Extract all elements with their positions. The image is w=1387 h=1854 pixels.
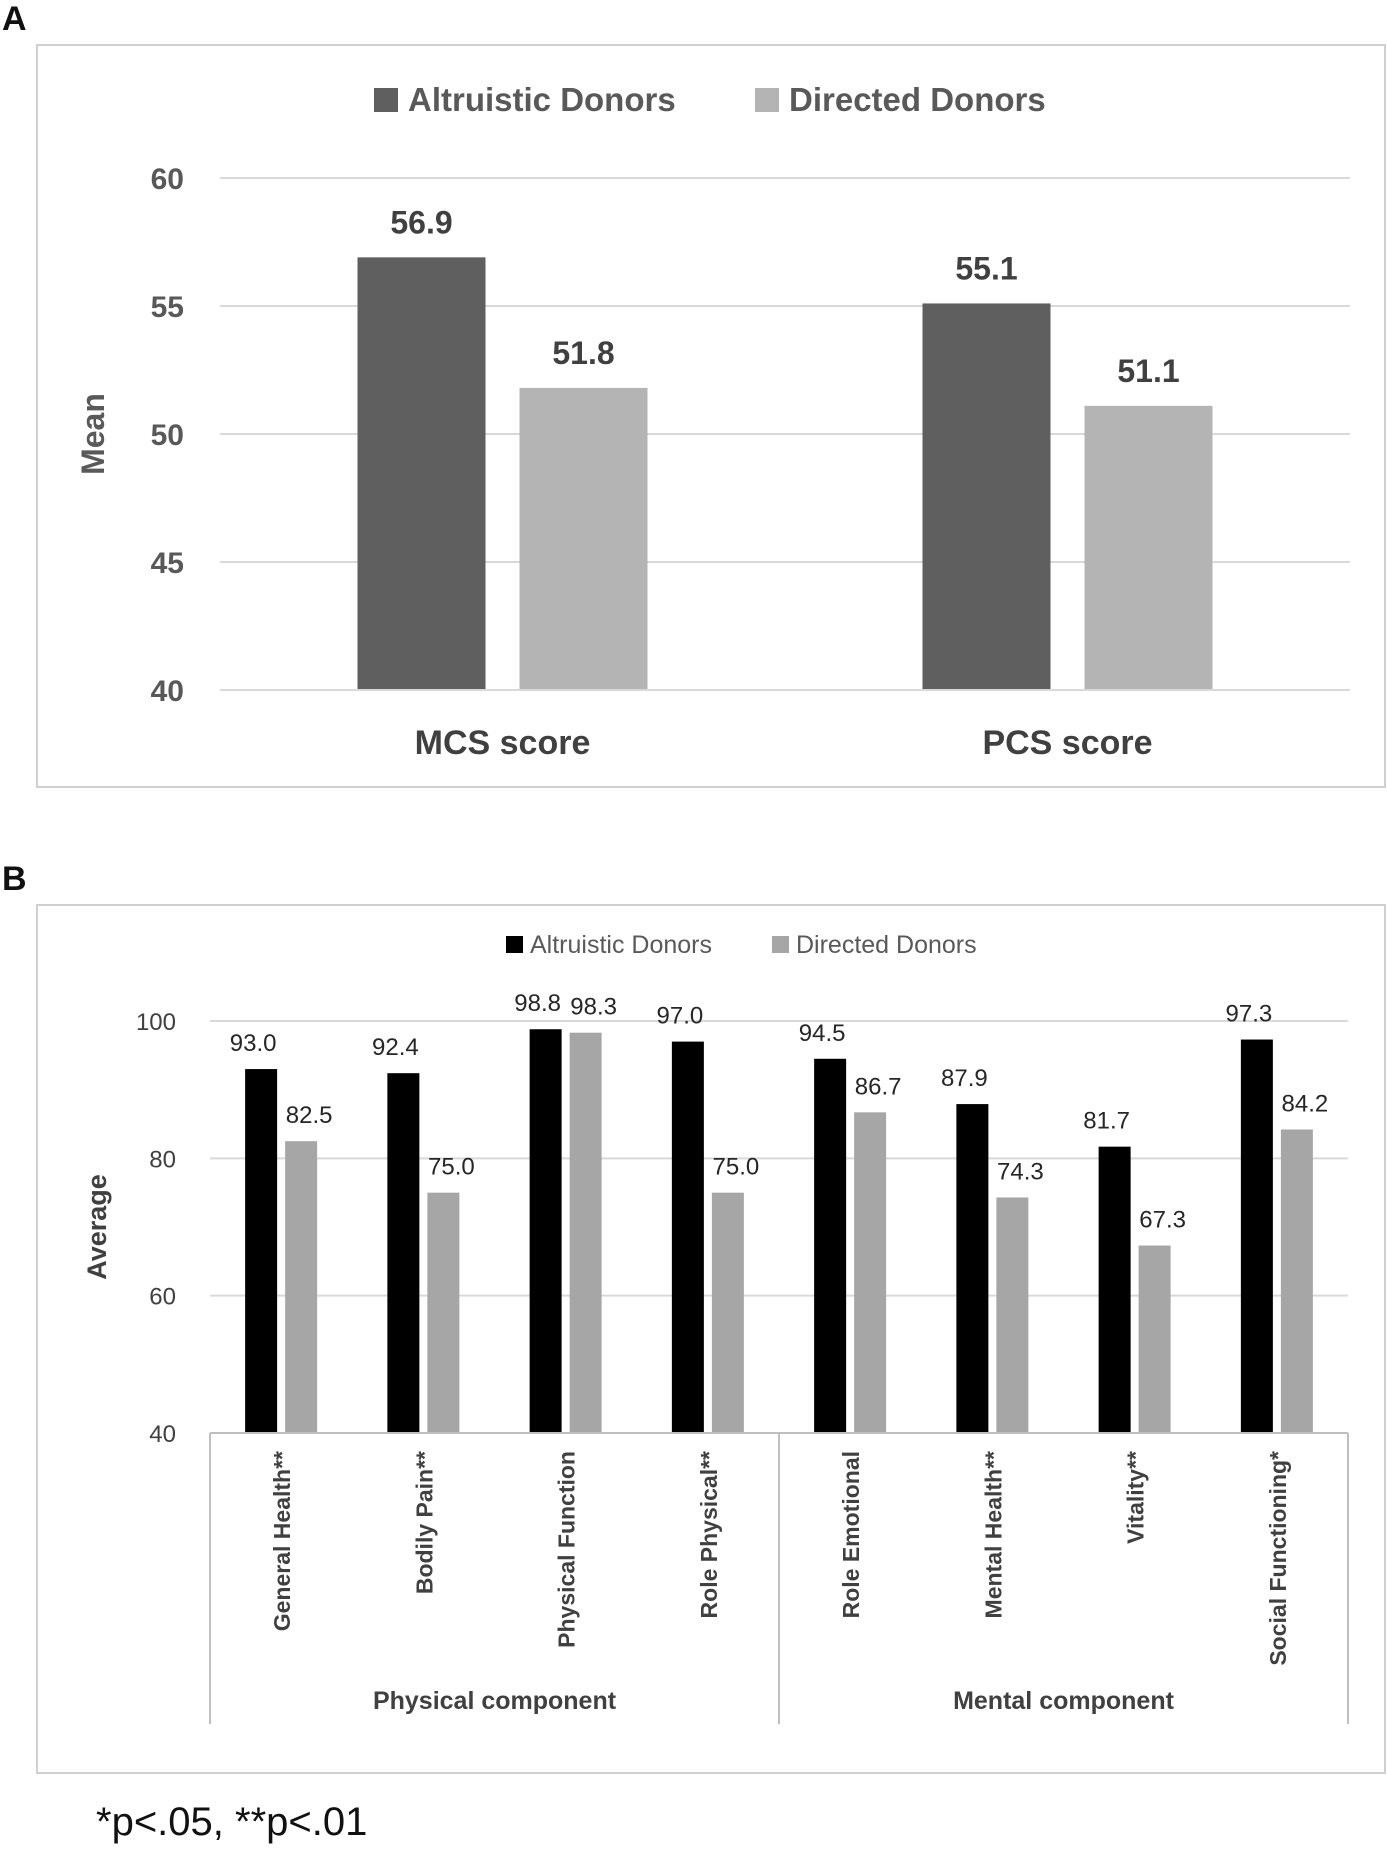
data-label: 55.1 [955, 250, 1017, 286]
data-label: 93.0 [230, 1030, 277, 1057]
data-label: 51.1 [1117, 353, 1179, 389]
y-tick-label: 80 [149, 1146, 176, 1173]
chart-b-frame: 40 60 80 100 Average Altruistic Donors Directe… [36, 904, 1386, 1774]
data-label: 87.9 [941, 1065, 988, 1092]
y-axis-title: Average [82, 1174, 112, 1280]
bar [1098, 1146, 1131, 1433]
data-label: 75.0 [713, 1154, 760, 1181]
y-tick-label: 55 [151, 291, 184, 324]
bar [1084, 405, 1213, 690]
bar [671, 1041, 704, 1433]
legend-swatch [772, 936, 789, 953]
data-label: 67.3 [1139, 1207, 1186, 1234]
bar [854, 1112, 887, 1433]
bar [427, 1192, 460, 1433]
x-category-label: General Health** [269, 1451, 295, 1631]
legend-label: Altruistic Donors [408, 81, 676, 118]
bar [956, 1104, 989, 1433]
chart-a: 40 45 50 55 60 Mean Altruistic Donors Directed … [75, 81, 1350, 762]
legend-label: Directed Donors [789, 81, 1046, 118]
data-label: 92.4 [372, 1034, 419, 1061]
chart-a-frame: 40 45 50 55 60 Mean Altruistic Donors Directed … [36, 44, 1386, 788]
bar [1280, 1129, 1313, 1433]
legend-swatch [755, 88, 779, 112]
data-label: 56.9 [390, 204, 452, 240]
legend-label: Altruistic Donors [530, 931, 712, 959]
data-label: 84.2 [1282, 1090, 1329, 1117]
y-tick-label: 40 [149, 1421, 176, 1448]
bar [1240, 1039, 1273, 1433]
group-label: Mental component [953, 1687, 1175, 1715]
bar [519, 387, 648, 690]
bar [996, 1197, 1029, 1433]
bar [814, 1058, 847, 1433]
data-label: 82.5 [286, 1102, 333, 1129]
x-category-label: MCS score [415, 724, 591, 762]
y-axis-title: Mean [75, 393, 111, 475]
bar [357, 257, 486, 690]
y-tick-label: 60 [149, 1284, 176, 1311]
x-category-label: Bodily Pain** [411, 1451, 437, 1594]
y-tick-label: 60 [151, 163, 184, 196]
data-label: 81.7 [1083, 1108, 1130, 1135]
x-category-label: PCS score [982, 724, 1152, 762]
data-label: 97.0 [657, 1003, 704, 1030]
data-label: 98.3 [570, 994, 617, 1021]
chart-b: 40 60 80 100 Average Altruistic Donors Directe… [82, 931, 1349, 1724]
bar [569, 1032, 602, 1433]
bar [387, 1073, 420, 1433]
legend-swatch [506, 936, 523, 953]
data-label: 74.3 [997, 1158, 1044, 1185]
x-category-label: Physical Function [554, 1451, 580, 1648]
panel-a-label: A [2, 0, 27, 38]
legend-swatch [374, 88, 398, 112]
x-category-label: Social Functioning* [1265, 1451, 1291, 1666]
y-tick-label: 45 [151, 547, 184, 580]
y-tick-label: 40 [151, 675, 184, 708]
x-category-label: Vitality** [1123, 1451, 1149, 1544]
data-label: 51.8 [552, 335, 614, 371]
bar [711, 1192, 744, 1433]
data-label: 94.5 [799, 1020, 846, 1047]
significance-footnote: *p<.05, **p<.01 [96, 1800, 368, 1844]
data-label: 75.0 [428, 1154, 475, 1181]
bar [245, 1069, 278, 1433]
panel-b-label: B [2, 860, 27, 898]
legend-label: Directed Donors [796, 931, 977, 959]
x-category-label: Role Emotional [838, 1451, 864, 1618]
bar [285, 1141, 318, 1433]
bar [529, 1029, 562, 1433]
data-label: 86.7 [855, 1073, 902, 1100]
data-label: 98.8 [514, 990, 561, 1017]
bar [922, 303, 1051, 690]
y-tick-label: 50 [151, 419, 184, 452]
bar [1138, 1245, 1171, 1433]
data-label: 97.3 [1226, 1001, 1273, 1028]
x-category-label: Role Physical** [696, 1451, 722, 1619]
group-label: Physical component [373, 1687, 617, 1715]
x-category-label: Mental Health** [980, 1451, 1006, 1618]
y-tick-label: 100 [136, 1009, 176, 1036]
